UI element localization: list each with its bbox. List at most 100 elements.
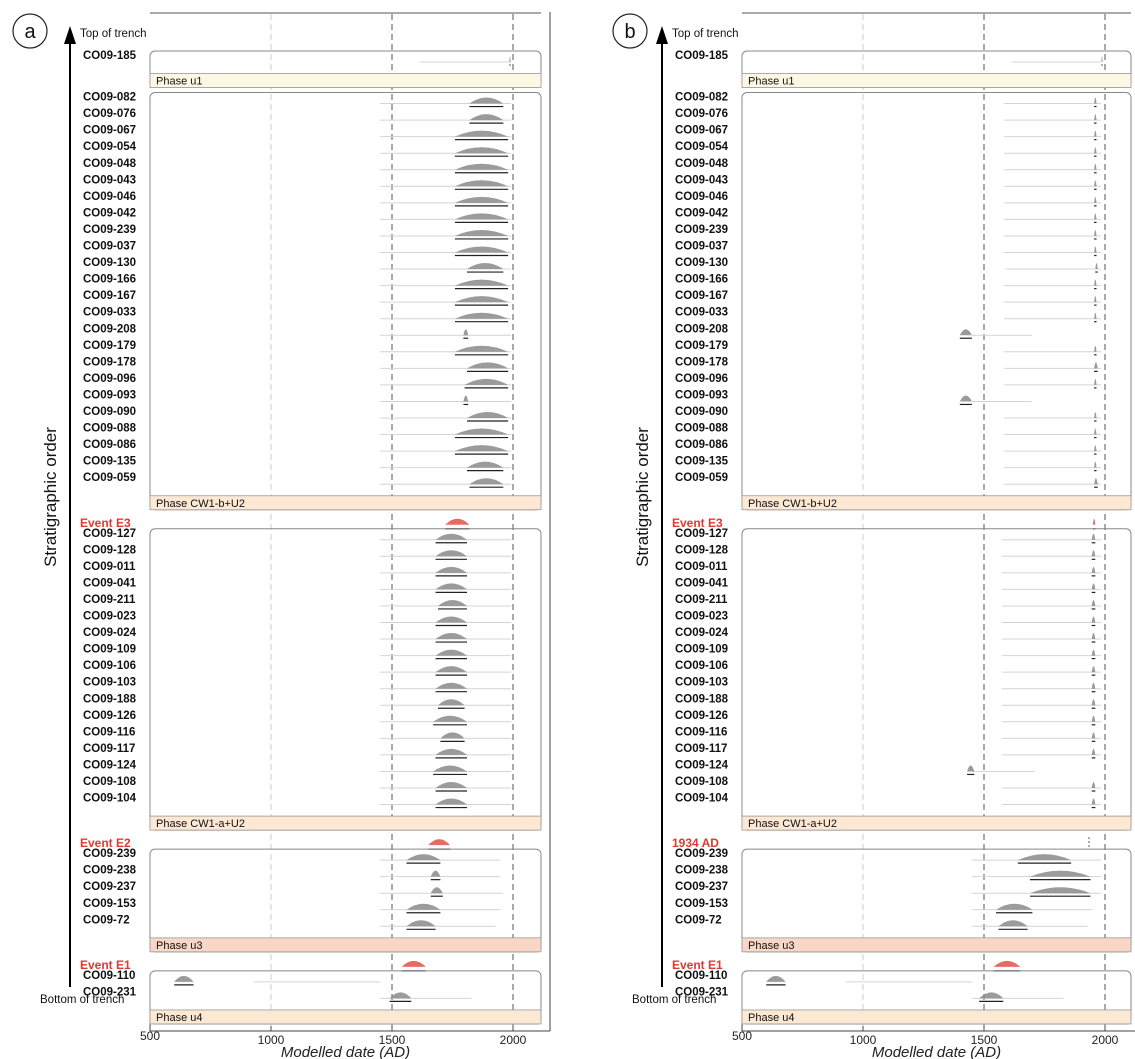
posterior-distribution <box>1091 699 1096 706</box>
top-of-trench-label: Top of trench <box>672 28 738 40</box>
posterior-distribution <box>454 345 509 352</box>
phase-label: Phase CW1-b+U2 <box>156 498 245 510</box>
sample-label: CO09-135 <box>83 456 137 468</box>
sample-label: CO09-185 <box>83 50 137 62</box>
y-axis-title: Stratigraphic order <box>41 427 60 567</box>
posterior-distribution <box>435 583 468 590</box>
sample-label: CO09-239 <box>675 224 728 236</box>
sample-label: CO09-126 <box>675 710 728 722</box>
posterior-distribution <box>1029 870 1091 877</box>
posterior-distribution <box>1091 748 1096 755</box>
sample-label: CO09-106 <box>83 660 136 672</box>
sample-label: CO09-166 <box>83 274 136 286</box>
phase-label: Phase CW1-a+U2 <box>748 818 837 830</box>
posterior-distribution <box>435 666 468 673</box>
sample-label: CO09-037 <box>675 241 728 253</box>
sample-label: CO09-108 <box>675 776 729 788</box>
sample-label: CO09-124 <box>83 759 137 771</box>
posterior-distribution <box>1094 163 1097 170</box>
posterior-distribution <box>1094 246 1097 253</box>
event-label: Event E2 <box>80 836 131 850</box>
panel-letter: a <box>24 21 36 43</box>
phase-label: Phase u1 <box>748 76 794 88</box>
posterior-distribution <box>1094 180 1097 187</box>
x-tick-label: 1500 <box>971 1033 998 1047</box>
posterior-distribution <box>1091 782 1096 788</box>
sample-label: CO09-117 <box>83 743 135 755</box>
sample-label: CO09-179 <box>83 340 136 352</box>
sample-label: CO09-048 <box>675 158 729 170</box>
posterior-distribution <box>959 329 972 336</box>
phase-band <box>149 495 542 511</box>
posterior-distribution <box>454 246 509 253</box>
sample-label: CO09-167 <box>83 290 136 302</box>
posterior-distribution <box>454 147 509 154</box>
sample-label: CO09-024 <box>675 627 729 639</box>
panel-a: a Top of trench Bottom of trench Stratigrap… <box>12 12 551 1059</box>
posterior-distribution <box>454 180 509 187</box>
posterior-distribution <box>1091 566 1096 573</box>
sample-label: CO09-076 <box>675 108 728 120</box>
event-label: Event E3 <box>672 516 723 530</box>
sample-label: CO09-127 <box>83 528 136 540</box>
sample-label: CO09-211 <box>675 594 728 606</box>
sample-label: CO09-167 <box>675 290 728 302</box>
phase-box <box>149 528 542 831</box>
sample-label: CO09-188 <box>675 693 729 705</box>
posterior-distribution <box>469 114 504 121</box>
phase-band <box>741 73 1132 88</box>
panel-letter-circle <box>12 13 48 49</box>
phase-label: Phase u4 <box>156 1012 202 1024</box>
posterior-distribution <box>469 478 504 485</box>
sample-label: CO09-082 <box>83 92 136 104</box>
posterior-distribution <box>454 445 509 452</box>
posterior-distribution <box>967 765 975 772</box>
posterior-distribution <box>1094 412 1097 418</box>
sample-label: CO09-135 <box>675 456 729 468</box>
sample-label: CO09-153 <box>83 898 136 910</box>
sample-label: CO09-178 <box>83 356 137 368</box>
posterior-distribution <box>1094 296 1097 303</box>
sample-label: CO09-72 <box>675 914 722 926</box>
sample-label: CO09-090 <box>83 406 136 418</box>
posterior-distribution <box>1091 682 1096 689</box>
posterior-distribution <box>1091 583 1096 590</box>
x-axis-title: Modelled date (AD) <box>281 1044 410 1059</box>
posterior-distribution <box>435 616 468 623</box>
sample-label: CO09-041 <box>83 577 137 589</box>
sample-label: CO09-110 <box>675 970 727 982</box>
bottom-of-trench-label: Bottom of trench <box>40 994 124 1006</box>
sample-label: CO09-054 <box>675 141 729 153</box>
posterior-distribution <box>1091 798 1096 805</box>
posterior-distribution <box>406 854 441 861</box>
sample-label: CO09-108 <box>83 776 137 788</box>
posterior-distribution <box>1094 428 1097 435</box>
y-axis-title: Stratigraphic order <box>633 427 652 567</box>
phase-label: Phase CW1-a+U2 <box>156 818 245 830</box>
sample-label: CO09-024 <box>83 627 137 639</box>
sample-label: CO09-126 <box>83 710 136 722</box>
sample-label: CO09-043 <box>675 174 728 186</box>
posterior-distribution <box>467 362 509 369</box>
posterior-distribution <box>1017 854 1072 861</box>
sample-label: CO09-239 <box>675 848 728 860</box>
posterior-distribution <box>437 599 468 606</box>
sample-label: CO09-033 <box>675 307 728 319</box>
posterior-distribution <box>435 533 468 540</box>
phase-label: Phase u4 <box>748 1012 794 1024</box>
sample-label: CO09-231 <box>83 986 137 998</box>
x-tick-label: 500 <box>732 1029 752 1043</box>
posterior-distribution <box>1095 263 1098 270</box>
event-distribution <box>428 839 451 846</box>
posterior-distribution <box>1094 461 1097 468</box>
sample-label: CO09-109 <box>675 644 728 656</box>
sample-label: CO09-011 <box>83 561 136 573</box>
posterior-distribution <box>435 748 468 755</box>
posterior-distribution <box>174 975 194 982</box>
posterior-distribution <box>454 196 509 203</box>
posterior-distribution <box>435 550 468 557</box>
sample-label: CO09-178 <box>675 356 729 368</box>
phase-band <box>149 73 542 88</box>
sample-label: CO09-239 <box>83 224 136 236</box>
